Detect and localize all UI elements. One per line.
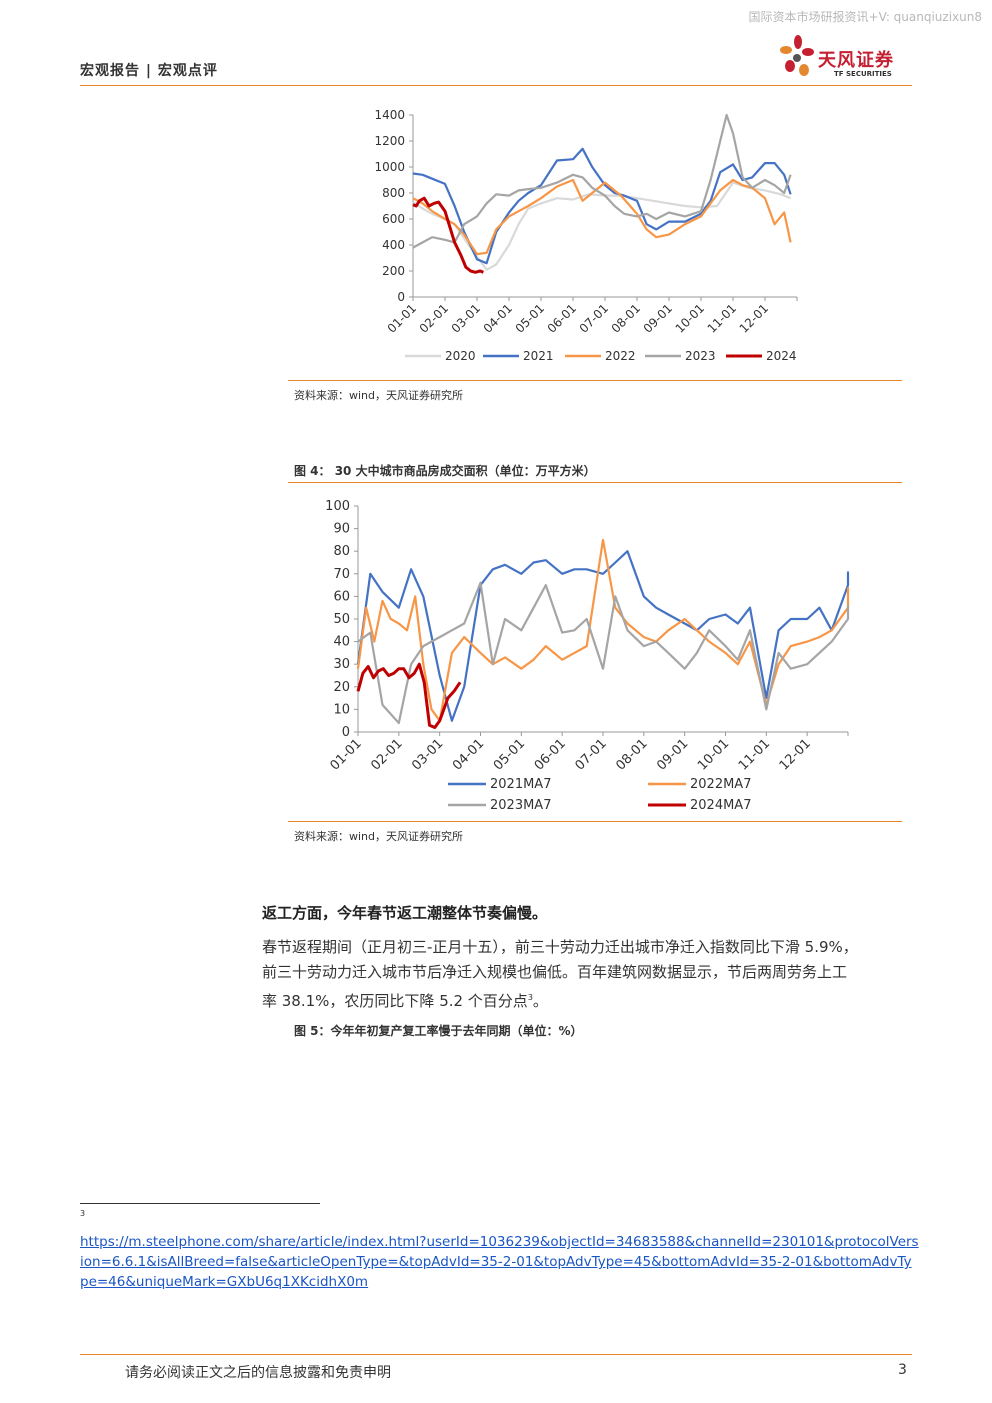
y-tick-label: 30 (333, 657, 350, 672)
x-tick-label: 12-01 (777, 736, 814, 773)
x-tick-label: 10-01 (695, 736, 732, 773)
x-tick-label: 11-01 (705, 301, 740, 336)
y-tick-label: 70 (333, 567, 350, 582)
logo-chinese-name: 天风证券 (818, 50, 894, 71)
y-tick-label: 90 (333, 522, 350, 537)
footnote-divider (80, 1203, 320, 1204)
series-line-2021MA7 (356, 550, 850, 722)
legend-label: 2020 (445, 349, 476, 363)
y-tick-label: 400 (382, 238, 405, 252)
logo-english-name: TF SECURITIES (834, 70, 892, 78)
legend-label: 2023 (685, 349, 716, 363)
y-tick-label: 100 (325, 499, 350, 514)
x-tick-label: 02-01 (417, 301, 452, 336)
legend-label: 2024 (766, 349, 797, 363)
x-tick-label: 08-01 (613, 736, 650, 773)
x-tick-label: 07-01 (573, 736, 610, 773)
footnote-number: 3 (80, 1209, 86, 1218)
series-line-2024 (412, 196, 484, 274)
flower-logo-icon (780, 35, 814, 76)
x-tick-label: 01-01 (328, 736, 365, 773)
x-tick-label: 05-01 (491, 736, 528, 773)
x-tick-label: 01-01 (385, 301, 420, 336)
series-line-2022MA7 (356, 538, 850, 722)
page-number: 3 (898, 1362, 907, 1378)
y-tick-label: 0 (342, 725, 350, 740)
figure4-title: 图 4： 30 大中城市商品房成交面积（单位：万平方米） (294, 464, 596, 478)
report-category: 宏观报告 | 宏观点评 (80, 63, 218, 79)
x-tick-label: 11-01 (736, 736, 773, 773)
legend-label: 2022 (605, 349, 636, 363)
y-tick-label: 0 (397, 290, 405, 304)
x-tick-label: 12-01 (737, 301, 772, 336)
legend-label: 2021MA7 (490, 777, 551, 792)
x-tick-label: 04-01 (450, 736, 487, 773)
x-tick-label: 09-01 (641, 301, 676, 336)
y-tick-label: 200 (382, 264, 405, 278)
footer-divider (80, 1354, 912, 1355)
body-paragraph: 春节返程期间（正月初三-正月十五），前三十劳动力迁出城市净迁入指数同比下滑 5.… (262, 935, 922, 1014)
y-tick-label: 50 (333, 612, 350, 627)
chart-housing-sales-by-year: 0 200 400 600 800 1000 1200 1400 01-0102-0103-01… (374, 108, 798, 363)
paragraph-line-3: 率 38.1%，农历同比下降 5.2 个百分点3。 (262, 992, 548, 1010)
y-tick-label: 10 (333, 702, 350, 717)
company-logo: 天风证券 TF SECURITIES (778, 32, 918, 86)
y-tick-label: 80 (333, 544, 350, 559)
x-tick-label: 10-01 (673, 301, 708, 336)
legend-label: 2023MA7 (490, 798, 551, 813)
x-tick-label: 06-01 (545, 301, 580, 336)
x-tick-label: 08-01 (609, 301, 644, 336)
series-line-2023MA7 (357, 581, 850, 725)
x-tick-label: 07-01 (577, 301, 612, 336)
header-divider (80, 85, 912, 86)
figure4-top-rule (288, 482, 902, 483)
x-tick-label: 03-01 (449, 301, 484, 336)
footnote-ref[interactable]: 3 (527, 993, 533, 1002)
y-tick-label: 800 (382, 186, 405, 200)
y-tick-label: 20 (333, 680, 350, 695)
x-tick-label: 05-01 (513, 301, 548, 336)
figure3-source: 资料来源：wind，天风证券研究所 (294, 389, 464, 402)
y-tick-label: 1400 (374, 108, 405, 122)
x-tick-label: 09-01 (654, 736, 691, 773)
x-tick-label: 06-01 (532, 736, 569, 773)
series-line-2023 (412, 113, 792, 249)
legend-label: 2022MA7 (690, 777, 751, 792)
y-tick-label: 1200 (374, 134, 405, 148)
series-line-2021 (412, 147, 792, 265)
x-tick-label: 03-01 (409, 736, 446, 773)
y-tick-label: 60 (333, 589, 350, 604)
y-tick-label: 40 (333, 635, 350, 650)
figure4-source: 资料来源：wind，天风证券研究所 (294, 830, 464, 843)
y-tick-label: 1000 (374, 160, 405, 174)
x-tick-label: 02-01 (368, 736, 405, 773)
series-line-2022 (412, 178, 792, 256)
footnote-link[interactable]: https://m.steelphone.com/share/article/i… (80, 1234, 919, 1290)
paragraph-line-2: 前三十劳动力迁入城市节后净迁入规模也偏低。百年建筑网数据显示，节后两周劳务上工 (262, 963, 848, 981)
chart-30city-sales-area: 0 10 20 30 40 50 60 70 80 90 100 01-01 02-01 03-01 04-… (325, 499, 850, 813)
figure4-bottom-rule (288, 821, 902, 822)
footer-disclaimer: 请务必阅读正文之后的信息披露和免责申明 (125, 1365, 391, 1381)
figure3-bottom-rule (288, 380, 902, 381)
series-line-2020 (412, 181, 792, 271)
watermark-text: 国际资本市场研报资讯+V: quanqiuzixun8 (748, 10, 982, 24)
legend-label: 2021 (523, 349, 554, 363)
x-tick-label: 04-01 (481, 301, 516, 336)
series-line-2024MA7 (356, 662, 462, 729)
paragraph-line-1: 春节返程期间（正月初三-正月十五），前三十劳动力迁出城市净迁入指数同比下滑 5.… (262, 938, 858, 956)
figure5-title: 图 5：今年年初复产复工率慢于去年同期（单位：%） (294, 1024, 583, 1038)
section-heading: 返工方面，今年春节返工潮整体节奏偏慢。 (262, 904, 548, 922)
legend-label: 2024MA7 (690, 798, 751, 813)
y-tick-label: 600 (382, 212, 405, 226)
